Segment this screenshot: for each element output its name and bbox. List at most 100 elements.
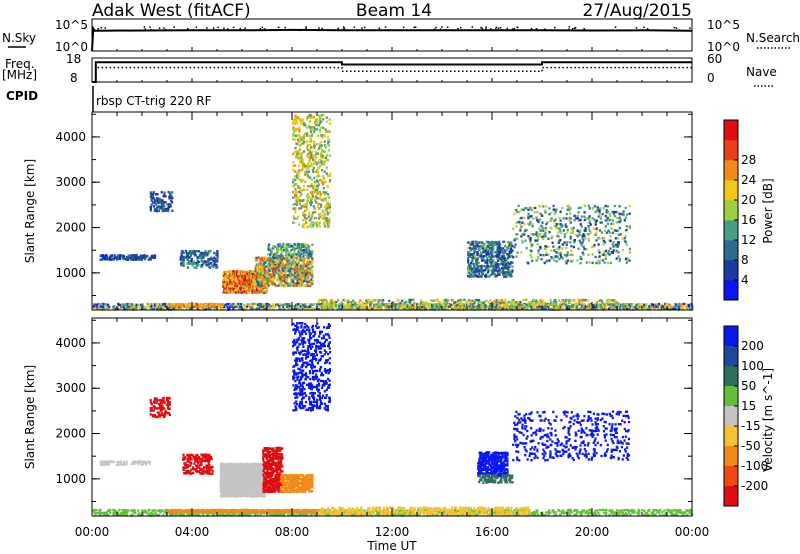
power-cell (539, 233, 542, 236)
freq-unit-label: [MHz] (2, 68, 37, 82)
nsky-dot (583, 28, 585, 30)
power-cell (210, 304, 213, 308)
power-cell (442, 302, 445, 306)
power-cell (590, 245, 593, 249)
power-cell (218, 305, 221, 308)
power-cell (296, 303, 299, 306)
power-cell (307, 271, 310, 274)
power-cell (215, 303, 218, 306)
power-cell (476, 261, 479, 264)
power-cell (628, 247, 631, 251)
power-cell (509, 307, 512, 311)
power-cell (312, 221, 315, 224)
power-cell (311, 201, 314, 204)
power-cell (239, 284, 242, 287)
power-cell (474, 307, 477, 311)
power-cell (352, 299, 355, 302)
power-cell (298, 307, 301, 311)
power-cell (322, 181, 325, 184)
power-cell (587, 233, 590, 236)
power-cell (132, 258, 135, 261)
power-ylabel: Slant Range [km] (23, 159, 37, 263)
y-tick-label: 2000 (55, 221, 86, 235)
power-cell (380, 307, 383, 310)
power-cell (400, 305, 403, 309)
power-cell (503, 261, 506, 264)
power-cell (498, 245, 501, 248)
power-cell (481, 243, 484, 246)
power-cell (269, 254, 272, 258)
power-cell (585, 217, 588, 220)
power-cell (589, 231, 592, 234)
power-cell (201, 254, 204, 257)
power-cell (155, 207, 158, 210)
power-cell (237, 302, 240, 306)
power-cell (303, 188, 306, 191)
power-cell (177, 307, 180, 310)
power-cell (600, 231, 603, 234)
power-cell (587, 299, 590, 302)
power-cell (216, 254, 219, 257)
power-cell (638, 308, 641, 311)
power-cell (293, 251, 296, 254)
power-cell (294, 195, 297, 198)
power-cell (308, 211, 311, 214)
power-cell (487, 265, 490, 268)
power-cell (272, 259, 275, 262)
power-cell (192, 308, 195, 311)
power-cell (238, 282, 241, 285)
power-cell (181, 308, 184, 311)
power-cell (439, 303, 442, 306)
power-cell (153, 256, 157, 259)
power-cell (653, 307, 656, 310)
power-cell (568, 208, 571, 212)
power-cell (309, 136, 312, 139)
power-cell (247, 291, 250, 294)
velocity-cell (256, 513, 259, 517)
power-cell (224, 285, 227, 288)
power-cell (476, 258, 479, 262)
power-cell (179, 258, 182, 261)
power-cell (629, 305, 632, 308)
power-cell (573, 239, 576, 242)
power-cell (160, 201, 163, 204)
power-cell (310, 303, 313, 306)
power-cell (296, 170, 299, 174)
nsky-dot (261, 26, 264, 29)
power-cell (470, 303, 473, 306)
power-cell (470, 253, 473, 256)
power-cell (276, 252, 279, 256)
power-cell (303, 205, 306, 208)
power-cell (312, 195, 315, 198)
power-cell (211, 258, 214, 261)
power-cell (597, 215, 600, 218)
nsky-dot (554, 26, 556, 29)
power-cell (257, 286, 260, 290)
power-cell (300, 206, 303, 210)
power-cell (276, 250, 279, 254)
power-cell (467, 303, 470, 306)
power-cell (244, 291, 247, 294)
power-cell (681, 302, 684, 306)
power-cell (316, 180, 319, 183)
power-cell (359, 303, 362, 306)
power-cell (238, 307, 241, 311)
power-cell (335, 305, 338, 308)
power-cell (491, 240, 494, 244)
power-cell (579, 262, 582, 265)
power-cell (180, 261, 183, 265)
power-cell (429, 306, 432, 309)
power-cell (467, 257, 470, 260)
power-cell (252, 278, 255, 282)
power-cell (303, 122, 306, 125)
power-cell (530, 245, 533, 248)
power-cell (166, 207, 169, 210)
power-cell (320, 152, 323, 155)
power-cell (321, 155, 324, 158)
velocity-cell (121, 511, 124, 515)
power-cell (188, 255, 191, 259)
power-cell (305, 141, 308, 144)
power-cell (658, 307, 661, 311)
power-cell (685, 305, 688, 309)
power-cell (608, 231, 611, 234)
